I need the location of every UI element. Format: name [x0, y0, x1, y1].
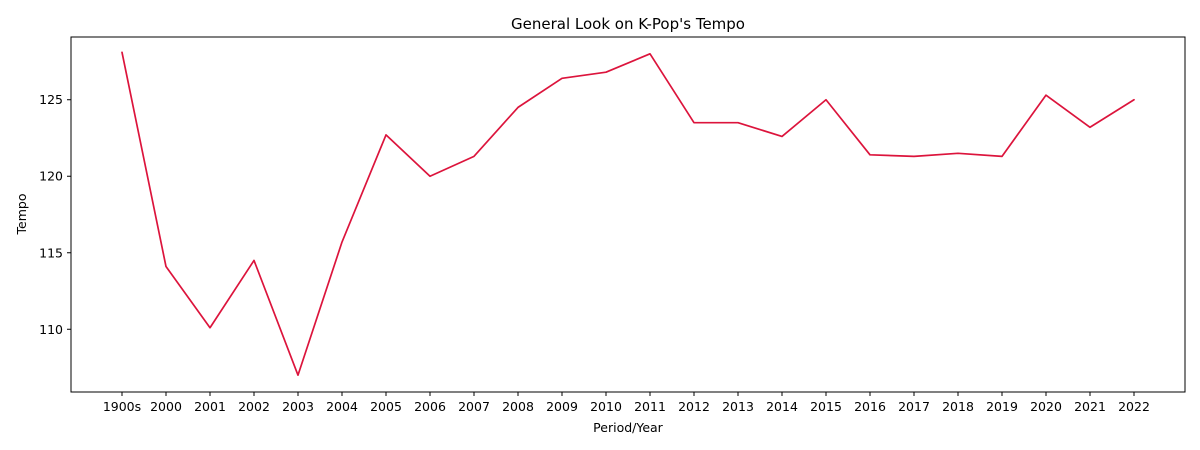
x-tick-label: 2009	[546, 399, 578, 414]
x-tick-label: 2012	[678, 399, 710, 414]
x-tick-label: 2006	[414, 399, 446, 414]
x-tick-label: 2015	[810, 399, 842, 414]
plot-area-frame	[70, 36, 1186, 393]
tempo-series-line	[121, 51, 1135, 377]
y-axis-label: Tempo	[14, 194, 29, 236]
x-axis-ticks: 1900s 2000 2001 2002 2003 2004 2005 2006 2007 200…	[103, 392, 1150, 414]
x-tick-label: 2002	[238, 399, 270, 414]
y-tick-label: 125	[39, 92, 63, 107]
x-tick-label: 2000	[150, 399, 182, 414]
x-tick-label: 2019	[986, 399, 1018, 414]
x-tick-label: 2018	[942, 399, 974, 414]
x-tick-label: 2003	[282, 399, 314, 414]
x-tick-label: 2004	[326, 399, 358, 414]
chart-title: General Look on K-Pop's Tempo	[511, 15, 745, 33]
x-tick-label: 2022	[1118, 399, 1150, 414]
x-tick-label: 2001	[194, 399, 226, 414]
x-tick-label: 2007	[458, 399, 490, 414]
x-tick-label: 2017	[898, 399, 930, 414]
x-tick-label: 2008	[502, 399, 534, 414]
x-tick-label: 2010	[590, 399, 622, 414]
x-tick-label: 2014	[766, 399, 798, 414]
x-tick-label: 2020	[1030, 399, 1062, 414]
y-tick-label: 115	[39, 245, 63, 260]
y-axis-ticks: 110 115 120 125	[39, 92, 71, 337]
y-tick-label: 120	[39, 169, 63, 184]
x-tick-label: 2013	[722, 399, 754, 414]
x-tick-label: 1900s	[103, 399, 141, 414]
x-tick-label: 2016	[854, 399, 886, 414]
x-tick-label: 2021	[1074, 399, 1106, 414]
x-axis-label: Period/Year	[593, 420, 664, 435]
x-tick-label: 2011	[634, 399, 666, 414]
x-tick-label: 2005	[370, 399, 402, 414]
y-tick-label: 110	[39, 322, 63, 337]
